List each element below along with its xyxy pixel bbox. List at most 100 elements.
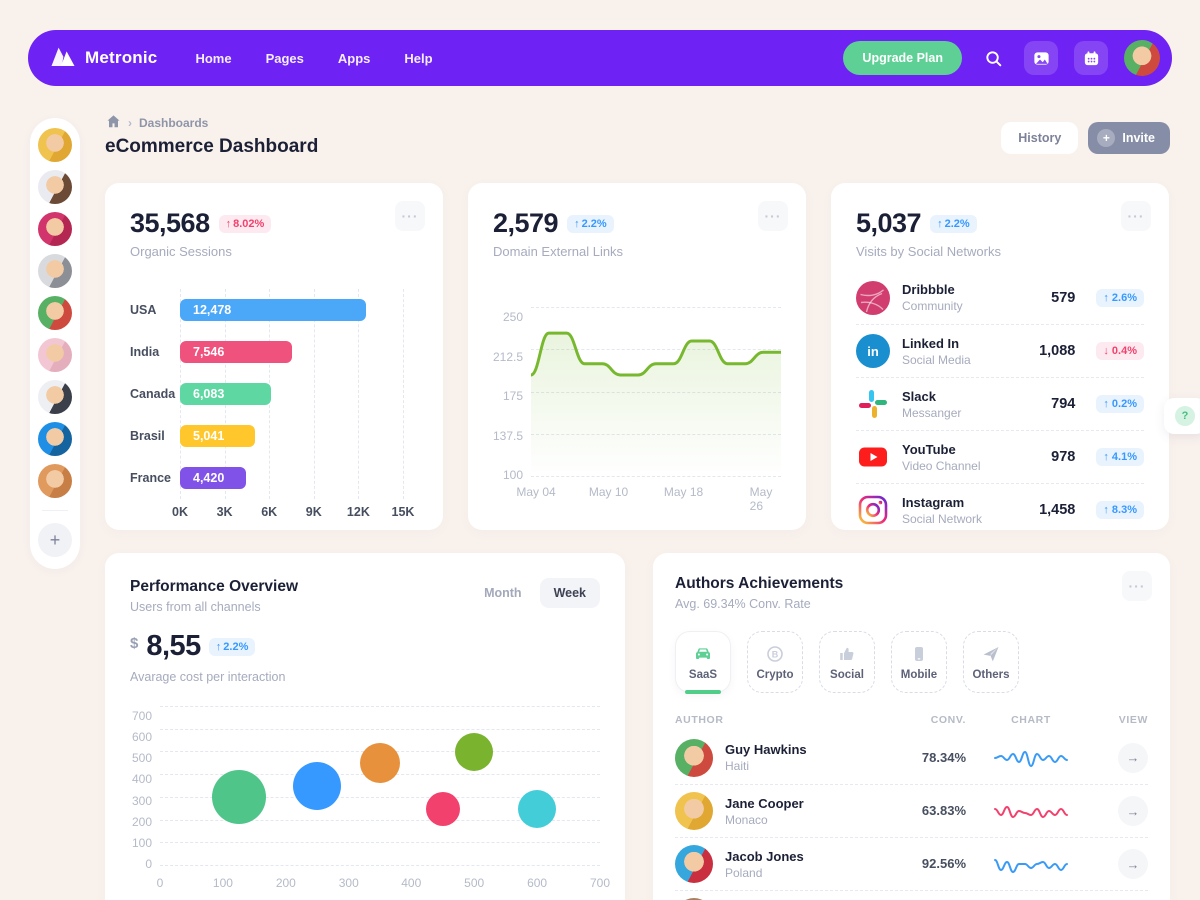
home-icon[interactable] (106, 114, 121, 132)
dribbble-icon (856, 280, 890, 315)
bubble-point[interactable] (211, 770, 266, 825)
up-arrow-icon: ↑ (574, 217, 580, 230)
view-author-button[interactable]: → (1118, 796, 1148, 826)
contact-avatar[interactable] (38, 422, 72, 456)
brand[interactable]: Metronic (50, 45, 157, 72)
x-tick-label: 3K (216, 505, 233, 519)
bar-category-label: USA (130, 303, 157, 317)
user-avatar[interactable] (1124, 40, 1160, 76)
instagram-icon (856, 493, 890, 527)
author-row[interactable]: Jacob Jones Poland 92.56% → (675, 837, 1148, 890)
youtube-icon (856, 440, 890, 474)
authors-title: Authors Achievements (675, 575, 844, 592)
contact-avatar[interactable] (38, 254, 72, 288)
svg-text:B: B (772, 649, 779, 659)
author-avatar (675, 792, 713, 830)
bar-usa[interactable]: 12,478 (180, 299, 366, 321)
brand-name: Metronic (85, 48, 158, 67)
author-name: Jacob Jones (725, 848, 804, 864)
tab-crypto[interactable]: B Crypto (747, 631, 803, 693)
car-icon (693, 644, 713, 664)
invite-button[interactable]: + Invite (1088, 122, 1170, 154)
x-tick-label: 0 (156, 876, 164, 890)
bar-category-label: Canada (130, 387, 176, 401)
card-menu-button[interactable]: ··· (1121, 201, 1151, 231)
social-network-row[interactable]: in Linked In Social Media 1,088 ↓ 0.4% (856, 324, 1144, 377)
history-button[interactable]: History (1001, 122, 1079, 154)
contact-avatar[interactable] (38, 128, 72, 162)
bar-brasil[interactable]: 5,041 (180, 425, 255, 447)
network-name: Linked In (902, 335, 960, 351)
y-tick-label: 175 (502, 389, 523, 403)
page-actions: History + Invite (1001, 122, 1170, 154)
gallery-icon[interactable] (1024, 41, 1058, 75)
contact-avatar[interactable] (38, 338, 72, 372)
social-visits-delta-badge: ↑ 2.2% (930, 214, 977, 233)
tab-mobile[interactable]: Mobile (891, 631, 947, 693)
add-contact-button[interactable]: + (38, 523, 72, 557)
bar-france[interactable]: 4,420 (180, 467, 246, 489)
x-tick-label: May 10 (588, 485, 629, 499)
performance-subtitle: Users from all channels (130, 600, 261, 614)
bubble-point[interactable] (518, 789, 557, 828)
bubble-point[interactable] (455, 732, 494, 771)
toggle-month[interactable]: Month (484, 586, 522, 600)
social-network-row[interactable]: Dribbble Community 579 ↑ 2.6% (856, 271, 1144, 324)
author-row[interactable]: Jane Cooper Monaco 63.83% → (675, 784, 1148, 837)
tab-social[interactable]: Social (819, 631, 875, 693)
nav-item-home[interactable]: Home (195, 50, 232, 66)
author-row[interactable]: Cody Fisher → (675, 890, 1148, 900)
nav-item-apps[interactable]: Apps (337, 50, 371, 66)
calendar-icon[interactable] (1074, 41, 1108, 75)
bar-canada[interactable]: 6,083 (180, 383, 271, 405)
bubble-point[interactable] (293, 762, 342, 810)
contact-avatar[interactable] (38, 464, 72, 498)
divider (42, 510, 68, 511)
network-name: Instagram (902, 494, 965, 510)
upgrade-plan-button[interactable]: Upgrade Plan (843, 41, 962, 75)
contact-avatar[interactable] (38, 296, 72, 330)
nav-item-pages[interactable]: Pages (265, 50, 304, 66)
author-row[interactable]: Guy Hawkins Haiti 78.34% → (675, 731, 1148, 784)
author-country: Poland (725, 865, 763, 880)
authors-table: AUTHOR CONV. CHART VIEW Guy Hawkins Haiti 7… (675, 709, 1148, 900)
social-networks-list: Dribbble Community 579 ↑ 2.6% in Linked … (856, 271, 1144, 536)
network-visits-value: 794 (1051, 396, 1076, 412)
tab-saas[interactable]: SaaS (675, 631, 731, 693)
contact-avatar[interactable] (38, 170, 72, 204)
breadcrumb-item[interactable]: Dashboards (139, 116, 209, 130)
x-tick-label: 12K (346, 505, 370, 519)
network-kind: Messanger (902, 405, 962, 420)
view-author-button[interactable]: → (1118, 742, 1148, 773)
card-menu-button[interactable]: ··· (395, 201, 425, 231)
page-title: eCommerce Dashboard (105, 136, 319, 157)
nav-item-help[interactable]: Help (404, 50, 433, 66)
tab-others[interactable]: Others (963, 631, 1019, 693)
x-tick-label: 100 (212, 876, 233, 890)
x-tick-label: 15K (391, 505, 415, 519)
top-navbar: Metronic Home Pages Apps Help Upgrade Plan (28, 30, 1172, 86)
contact-avatar[interactable] (38, 380, 72, 414)
author-avatar (675, 738, 713, 777)
y-tick-label: 500 (131, 751, 152, 766)
social-network-row[interactable]: YouTube Video Channel 978 ↑ 4.1% (856, 430, 1144, 483)
card-menu-button[interactable]: ··· (758, 201, 788, 231)
sessions-bar-chart: USA 12,478 India 7,546 Canada 6,083 Bras… (130, 289, 404, 499)
domain-links-line-chart (529, 307, 783, 477)
bubble-point[interactable] (425, 791, 460, 826)
column-header: AUTHOR (675, 714, 724, 726)
social-network-row[interactable]: Instagram Social Network 1,458 ↑ 8.3% (856, 483, 1144, 536)
view-author-button[interactable]: → (1118, 849, 1148, 879)
social-network-row[interactable]: Slack Messanger 794 ↑ 0.2% (856, 377, 1144, 430)
up-arrow-icon: ↑ (937, 217, 943, 230)
organic-sessions-label: Organic Sessions (130, 244, 232, 259)
help-button[interactable]: ? (1164, 398, 1200, 434)
toggle-week[interactable]: Week (539, 578, 600, 608)
bubble-point[interactable] (360, 743, 400, 784)
contact-avatar[interactable] (38, 212, 72, 246)
bar-india[interactable]: 7,546 (180, 341, 293, 363)
y-tick-label: 212.5 (492, 349, 523, 364)
search-icon[interactable] (978, 43, 1008, 73)
author-country: Monaco (725, 812, 768, 827)
card-menu-button[interactable]: ··· (1122, 571, 1152, 601)
